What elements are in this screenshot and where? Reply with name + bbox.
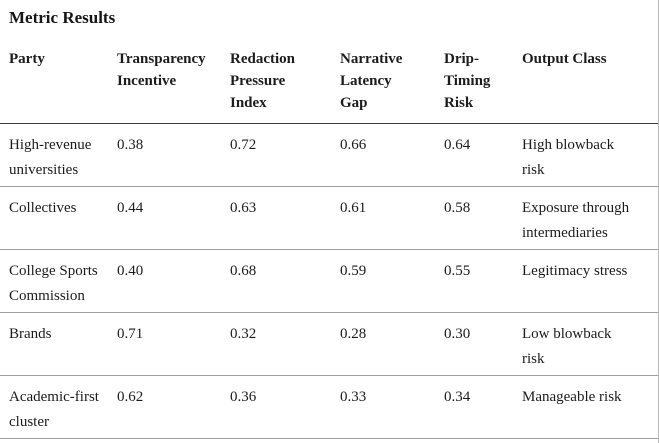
column-header-redaction-pressure-index: Redaction Pressure Index [230,27,340,124]
page-title: Metric Results [9,8,116,27]
cell-value: High blowback risk [522,137,615,178]
column-header-narrative-latency-gap: Narrative Latency Gap [340,27,444,124]
cell-value: Low blowback risk [522,326,612,367]
cell-drip-timing-risk: 0.58 [444,186,522,250]
cell-value: 0.36 [230,389,257,405]
cell-transparency-incentive: 0.71 [117,312,230,376]
table-row: High-revenue universities 0.38 0.72 0.66 0.6… [0,123,658,187]
cell-value: 0.62 [117,389,144,405]
table-row: Academic-first cluster 0.62 0.36 0.33 0.34 Ma… [0,375,658,439]
cell-drip-timing-risk: 0.64 [444,123,522,187]
column-header-label: Party [9,51,45,67]
cell-value: 0.64 [444,137,471,153]
cell-party: Collectives [0,186,117,250]
table-row: College Sports Commission 0.40 0.68 0.59 0.5… [0,249,658,313]
column-header-transparency-incentive: Transparency Incentive [117,27,230,124]
cell-output-class: Low blowback risk [522,312,658,376]
cell-party: Academic-first cluster [0,375,117,439]
cell-value: 0.59 [340,263,367,279]
cell-value: Legitimacy stress [522,263,628,279]
cell-output-class: High blowback risk [522,123,658,187]
cell-transparency-incentive: 0.44 [117,186,230,250]
metric-results-table: Party Transparency Incentive Redaction Pre… [0,27,658,439]
cell-drip-timing-risk: 0.30 [444,312,522,376]
cell-redaction-pressure-index: 0.68 [230,249,340,313]
cell-value: 0.61 [340,200,367,216]
cell-drip-timing-risk: 0.55 [444,249,522,313]
cell-value: 0.32 [230,326,257,342]
column-header-label: Transparency Incentive [117,51,206,89]
cell-output-class: Legitimacy stress [522,249,658,313]
cell-transparency-incentive: 0.62 [117,375,230,439]
cell-value: College Sports Commission [9,263,98,304]
cell-value: 0.44 [117,200,144,216]
cell-value: High-revenue universities [9,137,92,178]
cell-redaction-pressure-index: 0.32 [230,312,340,376]
cell-value: Academic-first cluster [9,389,99,430]
table-header-row: Party Transparency Incentive Redaction Pre… [0,27,658,124]
cell-value: 0.33 [340,389,367,405]
cell-value: 0.72 [230,137,257,153]
table-row: Brands 0.71 0.32 0.28 0.30 Low blowback risk [0,312,658,376]
cell-value: 0.63 [230,200,257,216]
column-header-party: Party [0,27,117,124]
table-row: Collectives 0.44 0.63 0.61 0.58 Exposure thro… [0,186,658,250]
cell-narrative-latency-gap: 0.59 [340,249,444,313]
cell-value: Brands [9,326,52,342]
cell-value: 0.71 [117,326,144,342]
cell-value: 0.28 [340,326,367,342]
cell-value: 0.30 [444,326,471,342]
column-header-output-class: Output Class [522,27,658,124]
cell-value: 0.68 [230,263,257,279]
cell-transparency-incentive: 0.40 [117,249,230,313]
cell-redaction-pressure-index: 0.36 [230,375,340,439]
column-header-label: Redaction Pressure Index [230,51,295,111]
cell-output-class: Manageable risk [522,375,658,439]
cell-narrative-latency-gap: 0.33 [340,375,444,439]
cell-value: Collectives [9,200,77,216]
cell-party: College Sports Commission [0,249,117,313]
cell-party: High-revenue universities [0,123,117,187]
column-header-drip-timing-risk: Drip-Timing Risk [444,27,522,124]
cell-value: 0.58 [444,200,471,216]
cell-narrative-latency-gap: 0.61 [340,186,444,250]
cell-value: 0.38 [117,137,144,153]
column-header-label: Drip-Timing Risk [444,51,491,111]
cell-value: 0.55 [444,263,471,279]
cell-redaction-pressure-index: 0.72 [230,123,340,187]
cell-value: 0.66 [340,137,367,153]
cell-redaction-pressure-index: 0.63 [230,186,340,250]
cell-transparency-incentive: 0.38 [117,123,230,187]
column-header-label: Output Class [522,51,607,67]
cell-narrative-latency-gap: 0.66 [340,123,444,187]
cell-party: Brands [0,312,117,376]
cell-narrative-latency-gap: 0.28 [340,312,444,376]
cell-output-class: Exposure through intermediaries [522,186,658,250]
cell-value: 0.34 [444,389,471,405]
cell-value: Manageable risk [522,389,622,405]
cell-value: 0.40 [117,263,144,279]
cell-drip-timing-risk: 0.34 [444,375,522,439]
cell-value: Exposure through intermediaries [522,200,630,241]
column-header-label: Narrative Latency Gap [340,51,403,111]
